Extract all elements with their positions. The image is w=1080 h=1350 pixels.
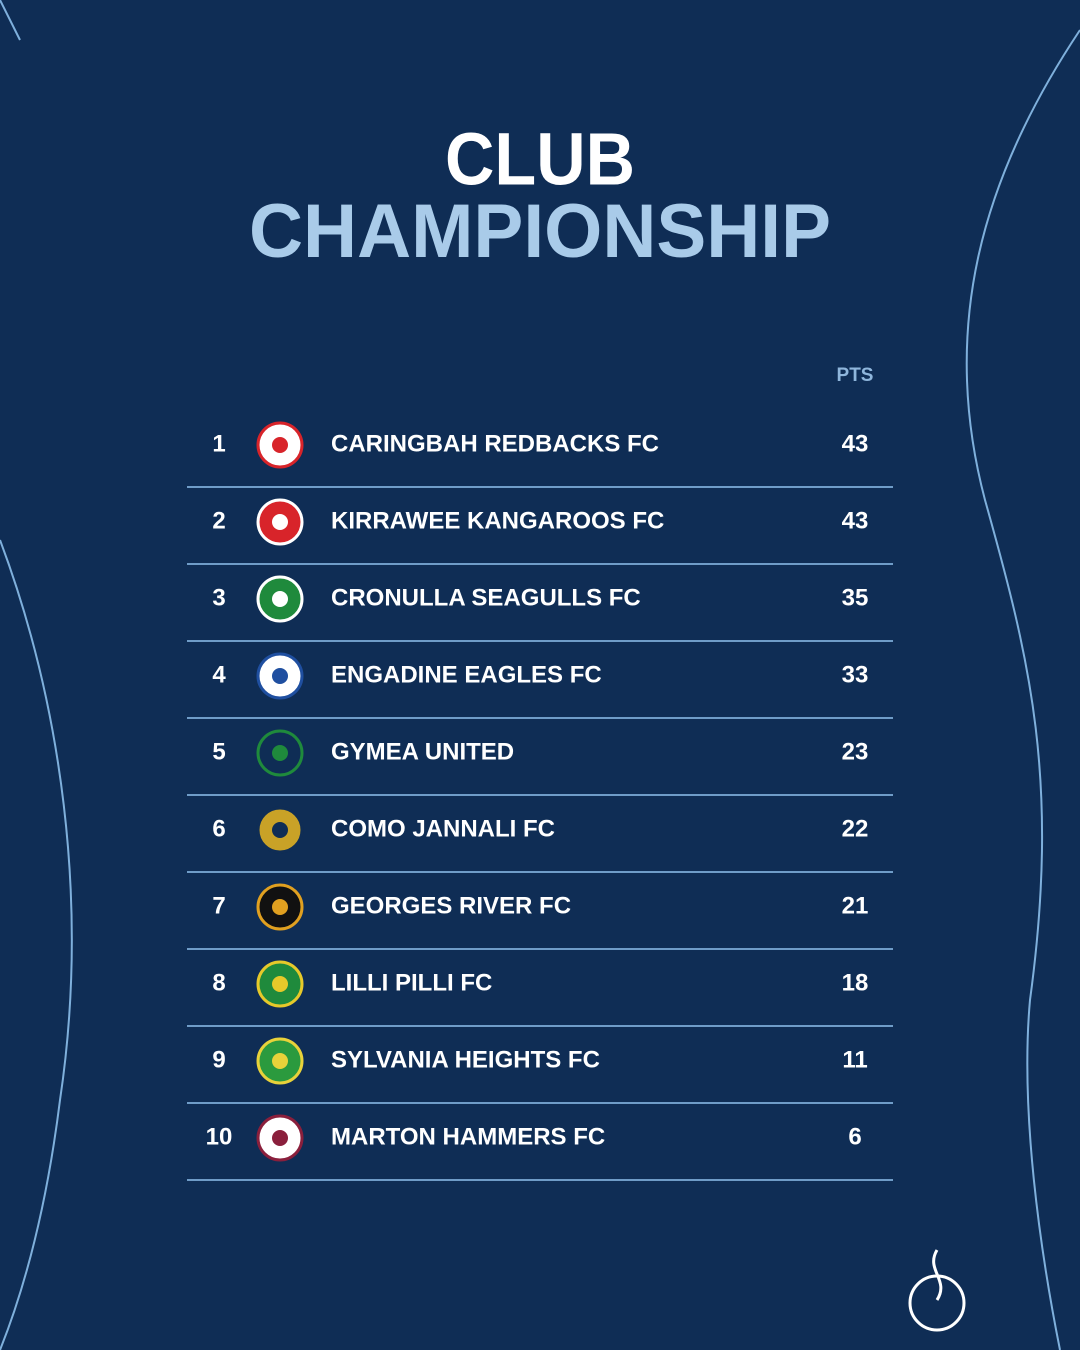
rank: 5 [212, 738, 225, 765]
rank: 4 [212, 661, 226, 688]
rank: 10 [206, 1123, 233, 1150]
club-crest-inner [272, 822, 288, 838]
club-crest-inner [272, 1130, 288, 1146]
club-name: ENGADINE EAGLES FC [331, 661, 602, 688]
decor-curve [0, 0, 21, 41]
points: 11 [842, 1046, 867, 1073]
club-crest-inner [272, 437, 288, 453]
points: 33 [842, 661, 869, 688]
club-name: LILLI PILLI FC [331, 969, 492, 996]
club-crest-inner [272, 514, 288, 530]
rank: 9 [212, 1046, 225, 1073]
decor-curve [0, 539, 73, 1350]
points: 23 [842, 738, 869, 765]
club-name: MARTON HAMMERS FC [331, 1123, 605, 1150]
decor-curve [965, 29, 1080, 1350]
title-line2: CHAMPIONSHIP [249, 189, 831, 274]
club-name: CRONULLA SEAGULLS FC [331, 584, 641, 611]
footer-logo [908, 1249, 966, 1332]
column-header: PTS [837, 365, 874, 386]
rank: 3 [212, 584, 225, 611]
standings: 1 CARINGBAH REDBACKS FC 432 KIRRAWEE KANGAR… [187, 421, 893, 1181]
rank: 2 [212, 507, 225, 534]
points: 18 [842, 969, 869, 996]
points: 22 [842, 815, 869, 842]
club-name: KIRRAWEE KANGAROOS FC [331, 507, 664, 534]
club-name: CARINGBAH REDBACKS FC [331, 430, 659, 457]
club-name: GEORGES RIVER FC [331, 892, 571, 919]
rank: 1 [212, 430, 225, 457]
points: 35 [842, 584, 869, 611]
club-name: COMO JANNALI FC [331, 815, 555, 842]
points: 6 [848, 1123, 861, 1150]
club-crest-inner [272, 668, 288, 684]
points: 43 [842, 507, 869, 534]
points: 21 [842, 892, 869, 919]
points: 43 [842, 430, 869, 457]
club-crest-inner [272, 1053, 288, 1069]
rank: 8 [212, 969, 225, 996]
rank: 6 [212, 815, 225, 842]
club-name: SYLVANIA HEIGHTS FC [331, 1046, 600, 1073]
club-crest-inner [272, 745, 288, 761]
rank: 7 [212, 892, 225, 919]
club-crest-inner [272, 976, 288, 992]
club-crest-inner [272, 899, 288, 915]
title-line1: CLUB [445, 118, 635, 201]
club-crest-inner [272, 591, 288, 607]
club-name: GYMEA UNITED [331, 738, 514, 765]
